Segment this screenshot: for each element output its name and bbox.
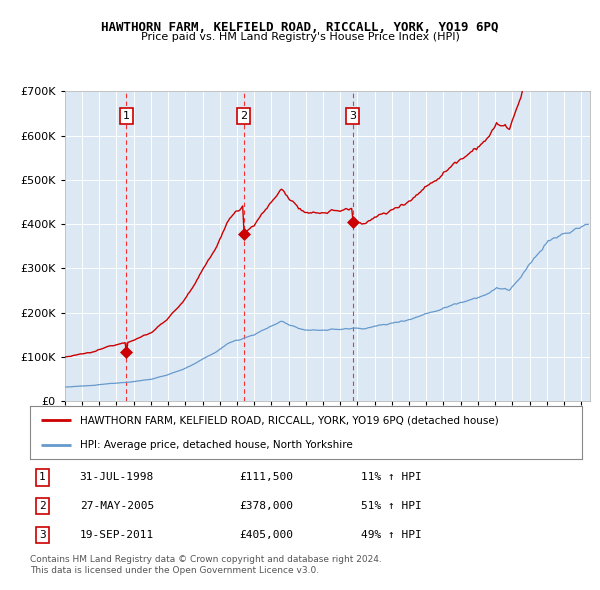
Text: 49% ↑ HPI: 49% ↑ HPI	[361, 530, 422, 540]
Text: 11% ↑ HPI: 11% ↑ HPI	[361, 473, 422, 483]
Text: 2: 2	[240, 112, 247, 121]
Text: £111,500: £111,500	[240, 473, 294, 483]
Text: 1: 1	[123, 112, 130, 121]
Text: 3: 3	[349, 112, 356, 121]
Text: Price paid vs. HM Land Registry's House Price Index (HPI): Price paid vs. HM Land Registry's House …	[140, 32, 460, 42]
Text: HPI: Average price, detached house, North Yorkshire: HPI: Average price, detached house, Nort…	[80, 440, 352, 450]
Text: HAWTHORN FARM, KELFIELD ROAD, RICCALL, YORK, YO19 6PQ: HAWTHORN FARM, KELFIELD ROAD, RICCALL, Y…	[101, 21, 499, 34]
Text: Contains HM Land Registry data © Crown copyright and database right 2024.: Contains HM Land Registry data © Crown c…	[30, 555, 382, 563]
Text: £405,000: £405,000	[240, 530, 294, 540]
Text: 2: 2	[39, 502, 46, 511]
Text: 31-JUL-1998: 31-JUL-1998	[80, 473, 154, 483]
Text: 3: 3	[39, 530, 46, 540]
Text: 19-SEP-2011: 19-SEP-2011	[80, 530, 154, 540]
Text: This data is licensed under the Open Government Licence v3.0.: This data is licensed under the Open Gov…	[30, 566, 319, 575]
Text: HAWTHORN FARM, KELFIELD ROAD, RICCALL, YORK, YO19 6PQ (detached house): HAWTHORN FARM, KELFIELD ROAD, RICCALL, Y…	[80, 415, 499, 425]
Text: 27-MAY-2005: 27-MAY-2005	[80, 502, 154, 511]
Text: 51% ↑ HPI: 51% ↑ HPI	[361, 502, 422, 511]
Text: 1: 1	[39, 473, 46, 483]
Text: £378,000: £378,000	[240, 502, 294, 511]
